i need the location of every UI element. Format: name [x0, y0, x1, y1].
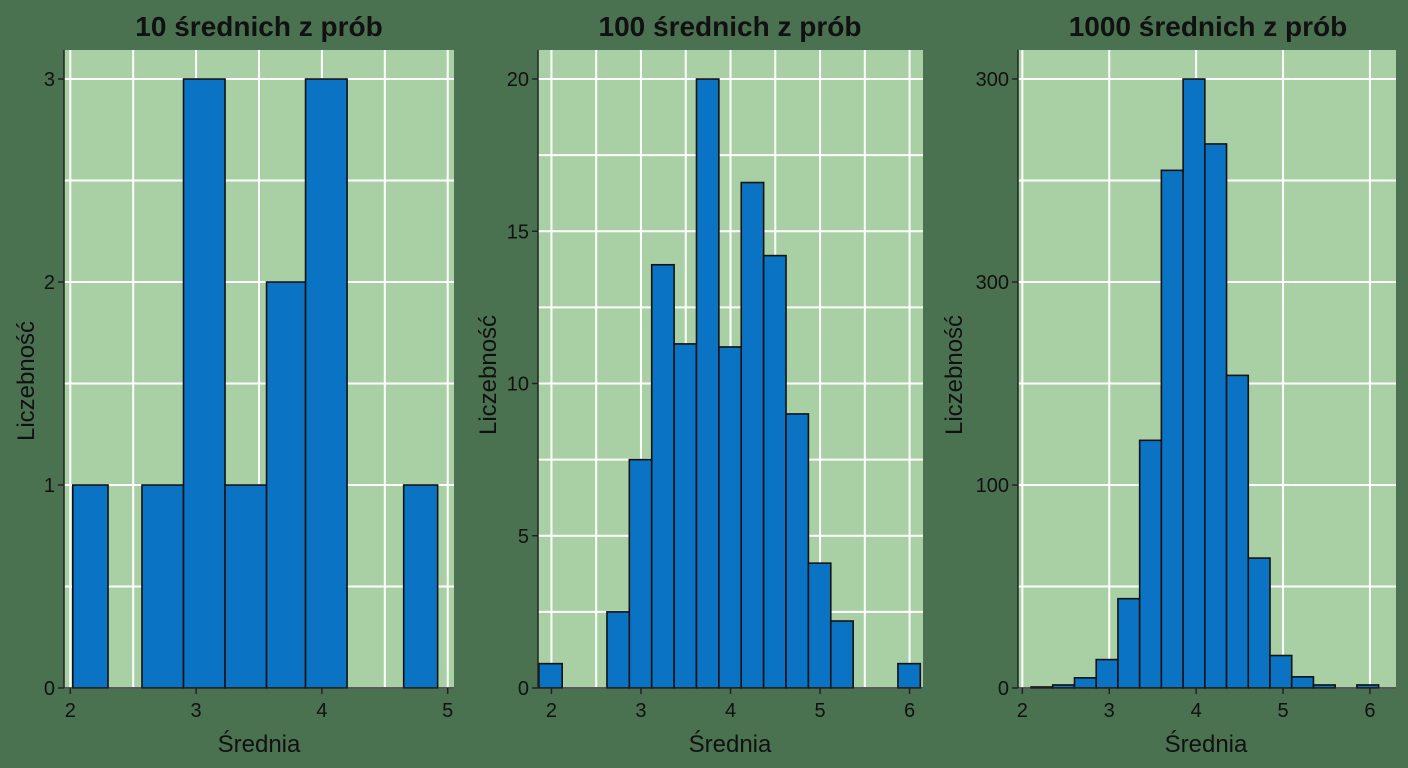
x-axis-label: Średnia	[218, 730, 301, 758]
y-tick-label: 0	[518, 678, 529, 700]
chart-panel-1000-means: 2 3 4 5 6 0 100 300 300 1000 średnich z prób Śre…	[941, 11, 1396, 758]
y-tick-label: 300	[976, 272, 1009, 294]
y-tick-label: 3	[44, 69, 55, 91]
x-tick-label: 6	[904, 700, 915, 722]
x-tick-label: 3	[191, 700, 202, 722]
histogram-bar	[304, 78, 348, 689]
histogram-bar	[141, 484, 185, 689]
histogram-bar	[829, 620, 854, 689]
x-tick-label: 2	[546, 700, 557, 722]
histogram-bar	[1204, 143, 1228, 689]
y-tick-label: 300	[976, 69, 1009, 91]
histogram-bar	[1247, 557, 1271, 689]
histogram-bars	[1030, 78, 1380, 689]
histogram-bar	[1269, 654, 1293, 689]
histogram-bar	[1160, 169, 1184, 689]
histogram-bar	[897, 662, 922, 689]
histogram-bar	[72, 484, 109, 689]
x-tick-label: 4	[316, 700, 327, 722]
x-axis-label: Średnia	[689, 730, 772, 758]
histogram-bar	[740, 181, 765, 689]
axis-ticks: 2 3 4 5 6 0 5 10 15 20	[507, 50, 923, 722]
histogram-bars	[72, 78, 439, 689]
histogram-bars	[538, 78, 922, 689]
y-axis-label: Liczebność	[475, 315, 502, 435]
x-tick-label: 2	[1017, 700, 1028, 722]
histogram-bar	[807, 562, 832, 689]
histogram-bar	[1182, 78, 1206, 689]
histogram-bar	[1117, 597, 1141, 689]
histogram-bar	[402, 484, 439, 689]
y-tick-label: 5	[518, 526, 529, 548]
histogram-bar	[695, 78, 720, 689]
x-tick-label: 3	[635, 700, 646, 722]
x-axis-label: Średnia	[1165, 730, 1248, 758]
chart-title: 10 średnich z prób	[135, 11, 382, 42]
y-tick-label: 0	[44, 678, 55, 700]
x-tick-label: 2	[65, 700, 76, 722]
chart-panel-100-means: 2 3 4 5 6 0 5 10 15 20 100 średnich z prób Średni…	[475, 11, 923, 758]
chart-panel-10-means: 2 3 4 5 0 1 2 3 10 średnich z prób Średnia Licz…	[13, 11, 454, 758]
axis-ticks: 2 3 4 5 0 1 2 3	[44, 50, 454, 722]
histogram-bar	[673, 343, 698, 689]
x-tick-label: 5	[1277, 700, 1288, 722]
histogram-bar	[1225, 374, 1250, 689]
x-tick-label: 6	[1364, 700, 1375, 722]
histogram-bar	[224, 484, 268, 689]
y-tick-label: 10	[507, 374, 529, 396]
x-tick-label: 4	[725, 700, 736, 722]
histogram-bar	[538, 662, 563, 689]
x-tick-label: 5	[814, 700, 825, 722]
histogram-bar	[785, 413, 810, 689]
y-axis-label: Liczebność	[941, 315, 968, 435]
histogram-bar	[1138, 439, 1163, 689]
x-tick-label: 3	[1104, 700, 1115, 722]
y-tick-label: 1	[44, 475, 55, 497]
y-tick-label: 100	[976, 475, 1009, 497]
chart-title: 1000 średnich z prób	[1069, 11, 1348, 42]
histogram-bar	[1073, 677, 1098, 689]
y-tick-label: 20	[507, 69, 529, 91]
y-tick-label: 2	[44, 272, 55, 294]
histogram-bar	[650, 263, 675, 689]
chart-title: 100 średnich z prób	[599, 11, 862, 42]
histogram-bar	[1290, 676, 1315, 689]
histogram-bar	[718, 346, 743, 689]
histogram-bar	[628, 458, 653, 689]
x-tick-label: 5	[442, 700, 453, 722]
histogram-bar	[1095, 658, 1119, 689]
histogram-bar	[265, 281, 307, 689]
histogram-bar	[606, 611, 631, 689]
x-tick-label: 4	[1191, 700, 1202, 722]
y-tick-label: 0	[998, 678, 1009, 700]
y-axis-label: Liczebność	[13, 321, 40, 441]
histogram-bar	[182, 78, 226, 689]
axis-ticks: 2 3 4 5 6 0 100 300 300	[976, 50, 1396, 722]
y-tick-label: 15	[507, 221, 529, 243]
histogram-bar	[762, 254, 787, 689]
